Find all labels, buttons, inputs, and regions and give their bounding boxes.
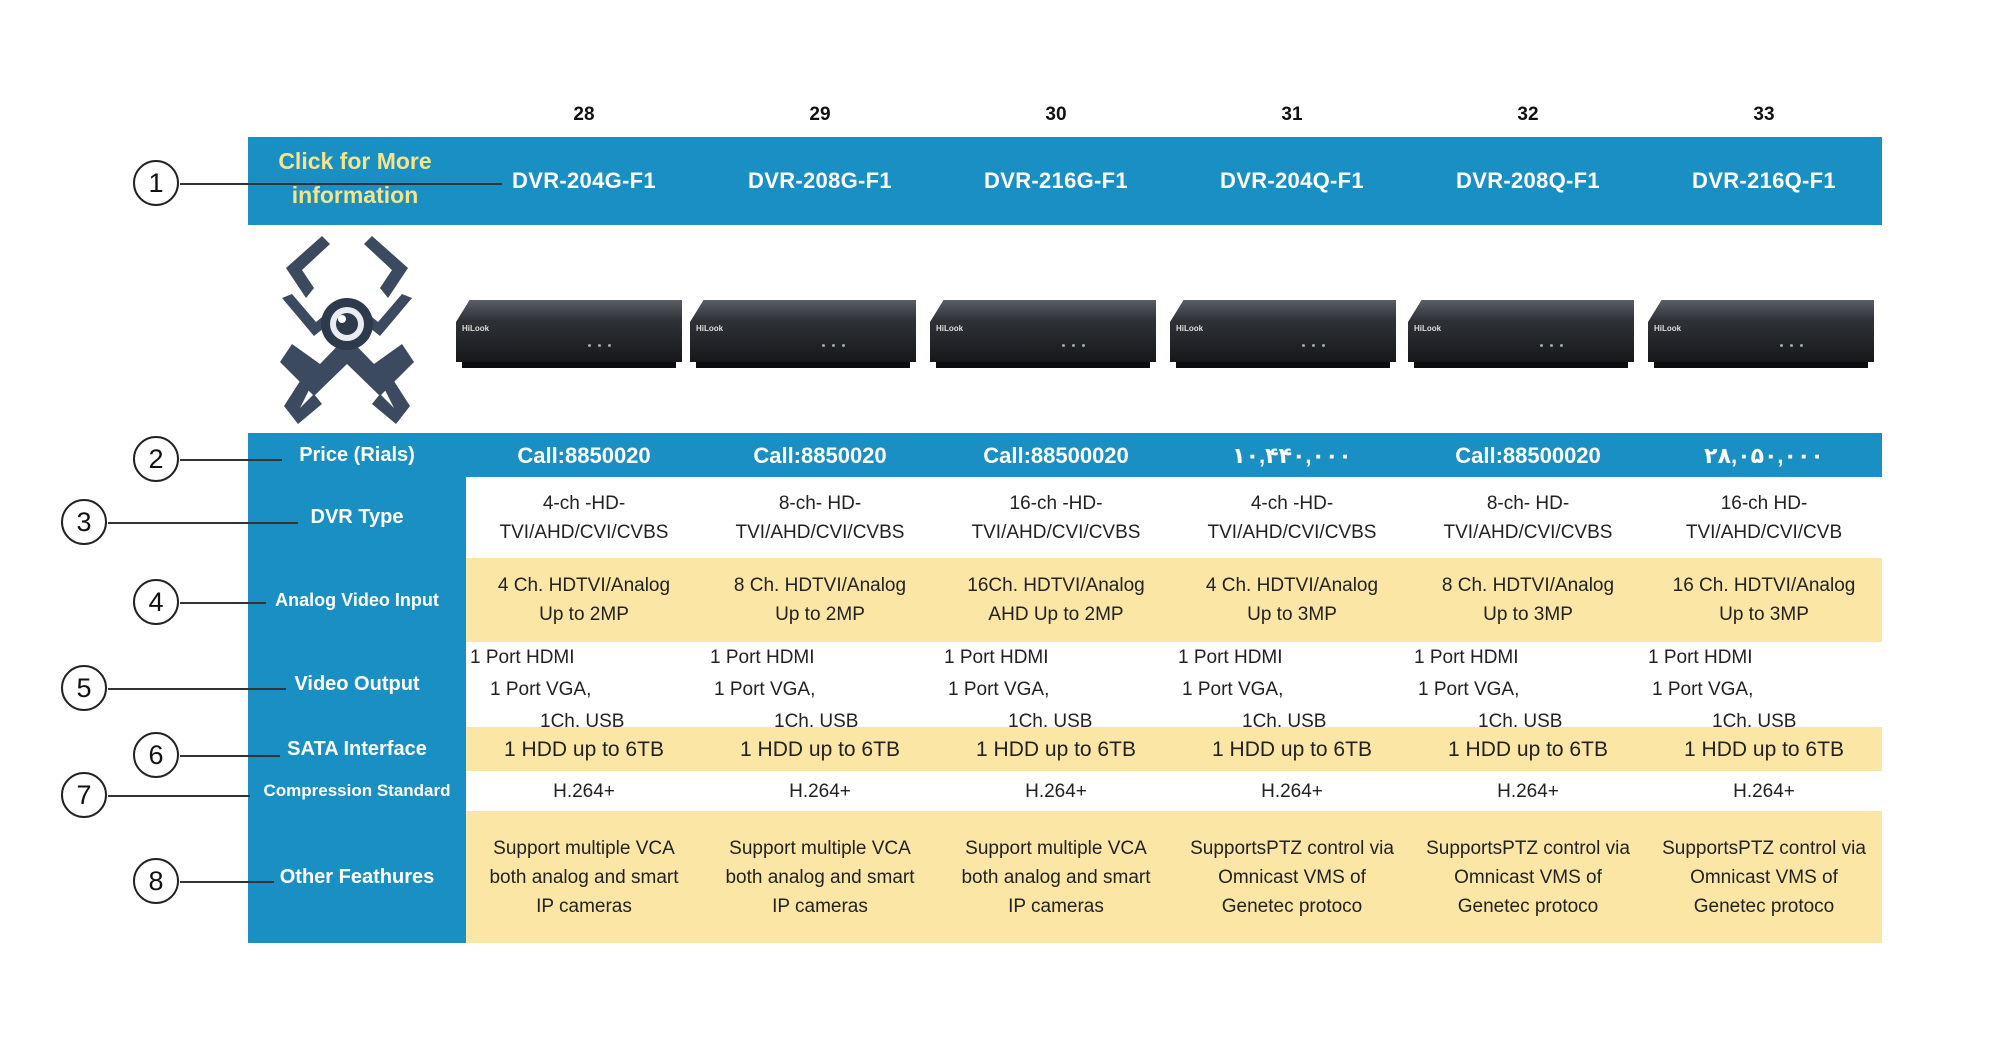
dvr-device-image: HiLook <box>690 300 916 372</box>
connector-line <box>108 795 250 797</box>
price-value: Call:8850020 <box>517 442 651 468</box>
callout-circle-5: 5 <box>61 665 107 711</box>
dvr-type-value: 4-ch -HD- TVI/AHD/CVI/CVBS <box>499 492 669 543</box>
connector-line <box>180 881 274 883</box>
compression-value: H.264+ <box>1261 780 1323 802</box>
connector-line <box>180 183 502 185</box>
row-bg-sata <box>466 727 1882 771</box>
connector-line <box>108 688 286 690</box>
callout-circle-3: 3 <box>61 499 107 545</box>
label-compression: Compression Standard <box>263 781 451 800</box>
sata-value: 1 HDD up to 6TB <box>1212 737 1372 761</box>
video-output-value: 1 Port HDMI 1 Port VGA, 1Ch. USB <box>1648 647 1797 732</box>
price-value: Call:88500020 <box>983 442 1129 468</box>
column-number: 28 <box>573 104 595 125</box>
price-value: ۲۸,۰۵۰,۰۰۰ <box>1704 442 1824 468</box>
analog-input-value: 16Ch. HDTVI/Analog AHD Up to 2MP <box>967 575 1145 625</box>
compression-value: H.264+ <box>1497 780 1559 802</box>
model-name[interactable]: DVR-204G-F1 <box>512 168 656 193</box>
sata-value: 1 HDD up to 6TB <box>504 737 664 761</box>
dvr-device-image: HiLook <box>930 300 1156 372</box>
model-name[interactable]: DVR-208G-F1 <box>748 168 892 193</box>
compression-value: H.264+ <box>1733 780 1795 802</box>
callout-circle-8: 8 <box>133 858 179 904</box>
dvr-device-image: HiLook <box>1648 300 1874 372</box>
column-number: 31 <box>1281 104 1303 125</box>
compression-value: H.264+ <box>1025 780 1087 802</box>
compression-value: H.264+ <box>553 780 615 802</box>
compression-value: H.264+ <box>789 780 851 802</box>
column-number: 33 <box>1753 104 1775 125</box>
other-features-value: SupportsPTZ control via Omnicast VMS of Ge… <box>1662 837 1866 917</box>
video-output-value: 1 Port HDMI 1 Port VGA, 1Ch. USB <box>710 647 859 732</box>
label-sata: SATA Interface <box>287 737 427 760</box>
other-features-value: Support multiple VCA both analog and smar… <box>725 837 915 917</box>
video-output-value: 1 Port HDMI 1 Port VGA, 1Ch. USB <box>1178 647 1327 732</box>
dvr-type-value: 16-ch -HD- TVI/AHD/CVI/CVBS <box>971 492 1141 543</box>
label-analog-input: Analog Video Input <box>275 589 439 610</box>
connector-line <box>180 459 282 461</box>
dvr-type-value: 8-ch- HD- TVI/AHD/CVI/CVBS <box>735 492 905 543</box>
label-dvr-type: DVR Type <box>310 506 404 528</box>
analog-input-value: 4 Ch. HDTVI/Analog Up to 2MP <box>497 575 671 625</box>
price-value: ۱۰,۴۴۰,۰۰۰ <box>1232 442 1352 468</box>
model-name[interactable]: DVR-216Q-F1 <box>1692 168 1836 193</box>
label-other-features: Other Feathures <box>279 865 435 888</box>
callout-circle-7: 7 <box>61 772 107 818</box>
other-features-value: SupportsPTZ control via Omnicast VMS of Ge… <box>1426 837 1630 917</box>
connector-line <box>180 755 280 757</box>
row-bg-other <box>466 811 1882 943</box>
other-features-value: SupportsPTZ control via Omnicast VMS of Ge… <box>1190 837 1394 917</box>
model-name[interactable]: DVR-216G-F1 <box>984 168 1128 193</box>
sata-value: 1 HDD up to 6TB <box>976 737 1136 761</box>
sata-value: 1 HDD up to 6TB <box>1448 737 1608 761</box>
price-value: Call:88500020 <box>1455 442 1601 468</box>
callout-circle-2: 2 <box>133 436 179 482</box>
dvr-type-value: 4-ch -HD- TVI/AHD/CVI/CVBS <box>1207 492 1377 543</box>
analog-input-value: 8 Ch. HDTVI/Analog Up to 3MP <box>1441 575 1615 625</box>
label-price: Price (Rials) <box>299 443 415 466</box>
label-video-output: Video Output <box>294 673 420 695</box>
callout-circle-6: 6 <box>133 732 179 778</box>
video-output-value: 1 Port HDMI 1 Port VGA, 1Ch. USB <box>944 647 1093 732</box>
model-name[interactable]: DVR-208Q-F1 <box>1456 168 1600 193</box>
dvr-device-image: HiLook <box>456 300 682 372</box>
dvr-type-value: 16-ch HD- TVI/AHD/CVI/CVB <box>1685 492 1843 543</box>
analog-input-value: 4 Ch. HDTVI/Analog Up to 3MP <box>1205 575 1379 625</box>
sata-value: 1 HDD up to 6TB <box>740 737 900 761</box>
connector-line <box>180 602 266 604</box>
more-info-link[interactable]: Click for More information <box>248 144 462 212</box>
dvr-device-image: HiLook <box>1408 300 1634 372</box>
price-value: Call:8850020 <box>753 442 887 468</box>
spider-logo-icon <box>280 236 414 424</box>
other-features-value: Support multiple VCA both analog and smar… <box>489 837 679 917</box>
video-output-value: 1 Port HDMI 1 Port VGA, 1Ch. USB <box>1414 647 1563 732</box>
column-number: 32 <box>1517 104 1539 125</box>
model-header-band <box>248 137 1882 225</box>
connector-line <box>108 522 298 524</box>
other-features-value: Support multiple VCA both analog and smar… <box>961 837 1151 917</box>
row-bg-analog <box>466 558 1882 642</box>
video-output-value: 1 Port HDMI 1 Port VGA, 1Ch. USB <box>470 647 625 732</box>
sata-value: 1 HDD up to 6TB <box>1684 737 1844 761</box>
model-name[interactable]: DVR-204Q-F1 <box>1220 168 1364 193</box>
dvr-type-value: 8-ch- HD- TVI/AHD/CVI/CVBS <box>1443 492 1613 543</box>
analog-input-value: 16 Ch. HDTVI/Analog Up to 3MP <box>1672 575 1856 625</box>
column-number: 30 <box>1045 104 1067 125</box>
more-info-line2: information <box>291 182 419 208</box>
price-band <box>248 433 1882 477</box>
more-info-line1: Click for More <box>278 148 432 174</box>
callout-circle-4: 4 <box>133 579 179 625</box>
callout-circle-1: 1 <box>133 160 179 206</box>
dvr-device-image: HiLook <box>1170 300 1396 372</box>
analog-input-value: 8 Ch. HDTVI/Analog Up to 2MP <box>733 575 907 625</box>
column-number: 29 <box>809 104 831 125</box>
